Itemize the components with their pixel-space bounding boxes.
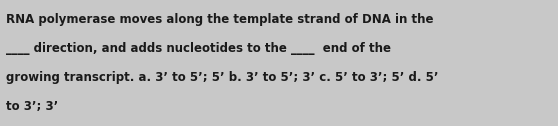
Text: ____ direction, and adds nucleotides to the ____  end of the: ____ direction, and adds nucleotides to … [6, 42, 391, 55]
Text: to 3’; 3’: to 3’; 3’ [6, 100, 58, 113]
Text: RNA polymerase moves along the template strand of DNA in the: RNA polymerase moves along the template … [6, 13, 433, 26]
Text: growing transcript. a. 3’ to 5’; 5’ b. 3’ to 5’; 3’ c. 5’ to 3’; 5’ d. 5’: growing transcript. a. 3’ to 5’; 5’ b. 3… [6, 71, 438, 84]
